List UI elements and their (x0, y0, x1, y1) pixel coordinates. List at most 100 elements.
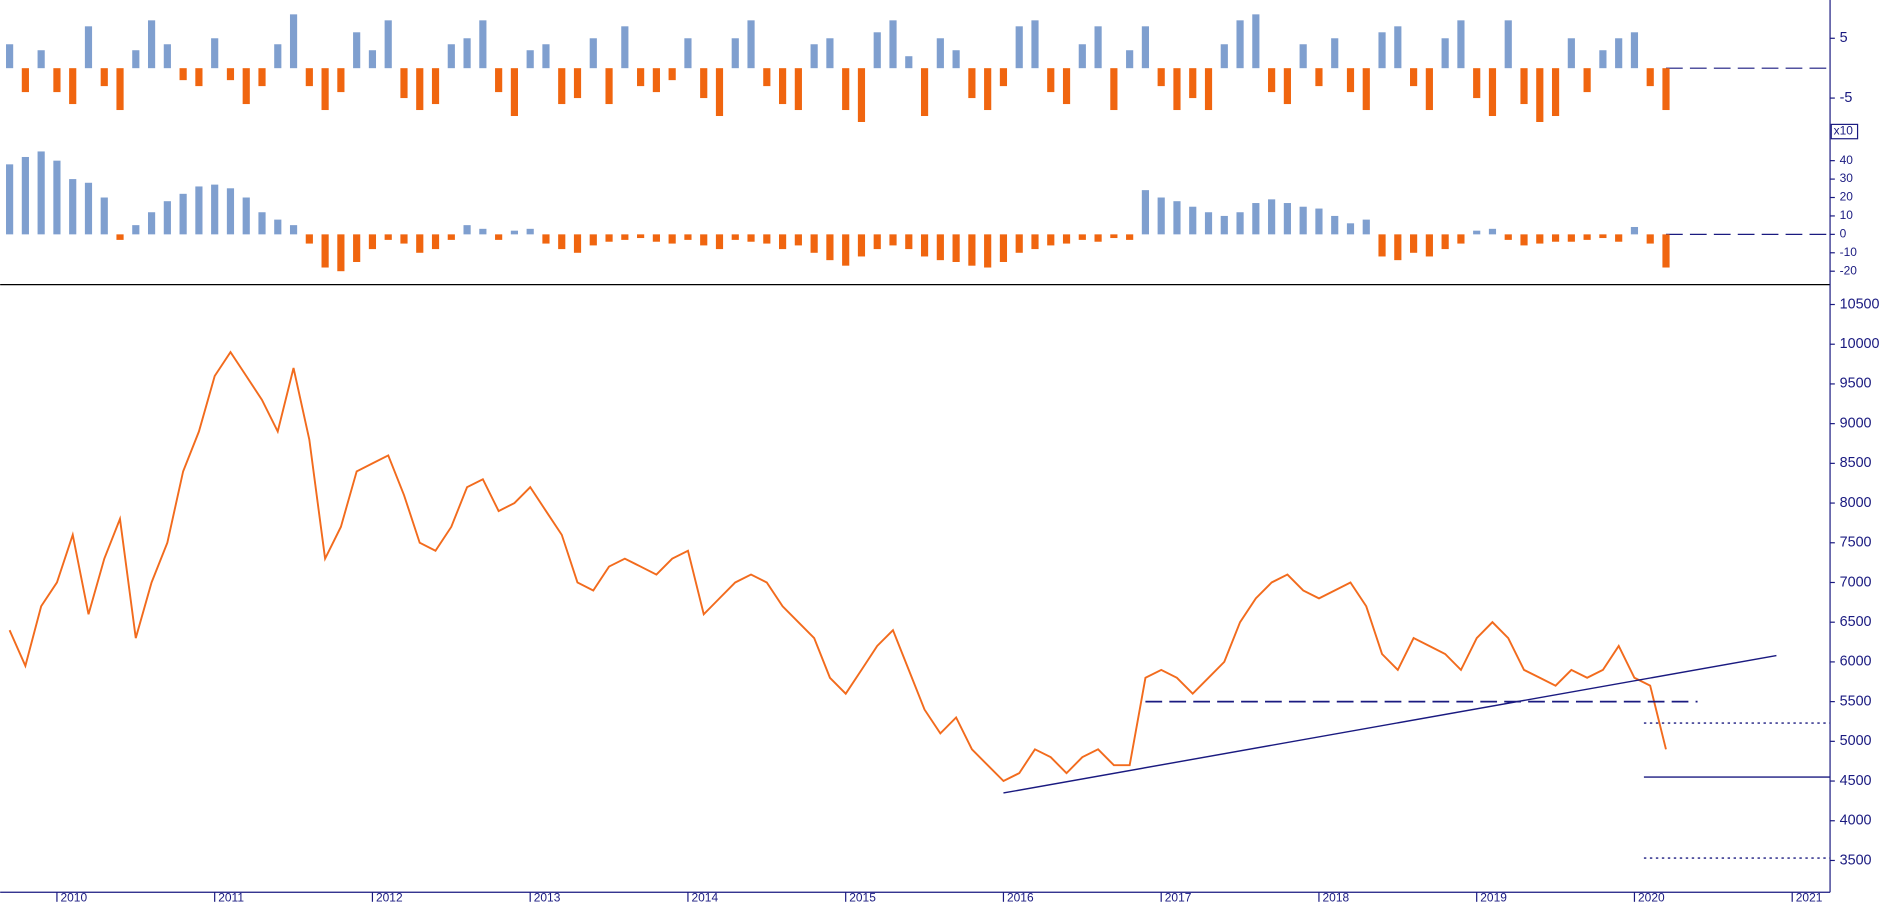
bar (1031, 234, 1039, 250)
bar (1094, 234, 1102, 242)
y-tick-label: 40 (1840, 153, 1854, 167)
bar (353, 32, 361, 69)
bar (321, 234, 329, 268)
bar (21, 156, 29, 235)
bar (1599, 50, 1607, 69)
x-tick-label: 2019 (1480, 890, 1507, 903)
bar (1410, 234, 1418, 253)
bar (621, 26, 629, 69)
y-tick-label: 3500 (1840, 852, 1872, 868)
y-tick-label: 6500 (1840, 614, 1872, 630)
bar (873, 32, 881, 69)
bar (589, 234, 597, 246)
bar (1331, 215, 1339, 235)
y-tick-label: -10 (1840, 245, 1858, 259)
bar (1299, 44, 1307, 69)
bar (1189, 68, 1197, 99)
bar (1504, 20, 1512, 69)
y-tick-label: 20 (1840, 190, 1854, 204)
bar (1536, 234, 1544, 244)
bar (69, 179, 77, 235)
bar (1157, 197, 1165, 235)
bar (984, 68, 992, 111)
bar (573, 68, 582, 99)
bar (1173, 201, 1181, 235)
bar (1078, 234, 1086, 240)
y-tick-label: 5500 (1840, 693, 1872, 709)
x-tick-label: 2016 (1007, 890, 1034, 903)
bar (1504, 234, 1512, 240)
bar (242, 197, 250, 235)
x-tick-label: 2010 (61, 890, 88, 903)
y-tick-label: 9500 (1840, 376, 1872, 392)
bar (999, 234, 1008, 262)
multiplier-label: x10 (1834, 124, 1854, 138)
y-tick-label: 10500 (1840, 296, 1880, 312)
bar (1062, 68, 1071, 105)
bar (573, 234, 582, 253)
bar (431, 68, 440, 105)
bar (1204, 212, 1213, 235)
bar (431, 234, 440, 250)
bar (1220, 215, 1228, 235)
y-tick-label: -20 (1840, 263, 1858, 277)
bar (1126, 50, 1134, 69)
bar (1236, 212, 1244, 235)
y-tick-label: 4000 (1840, 813, 1872, 829)
x-tick-label: 2013 (534, 890, 561, 903)
bar (1331, 38, 1339, 69)
bar (1615, 38, 1623, 69)
x-tick-label: 2018 (1323, 890, 1350, 903)
bar (1110, 234, 1118, 239)
bar (810, 234, 818, 253)
bar (1662, 68, 1670, 111)
bar (1315, 208, 1323, 235)
bar (952, 234, 960, 262)
bar (1488, 68, 1497, 117)
bar (1583, 234, 1591, 240)
y-tick-label: 30 (1840, 171, 1854, 185)
bar (1110, 68, 1118, 111)
bar (936, 38, 944, 69)
bar (132, 50, 140, 69)
bar (842, 234, 850, 266)
x-tick-label: 2021 (1796, 890, 1823, 903)
bar (1062, 234, 1071, 244)
bar (1394, 234, 1402, 261)
bar (1473, 230, 1481, 235)
bar (526, 228, 534, 235)
bar (510, 68, 518, 117)
bar (163, 44, 171, 69)
bar (936, 234, 944, 261)
x-tick-label: 2014 (692, 890, 719, 903)
y-tick-label: 5000 (1840, 733, 1872, 749)
bar (211, 184, 219, 235)
bar (321, 68, 329, 111)
bar (495, 234, 503, 240)
bar (1441, 38, 1449, 69)
bar (857, 68, 866, 122)
bar (589, 38, 597, 69)
bar (621, 234, 629, 240)
bar (400, 234, 408, 244)
bar (1047, 68, 1055, 93)
bar (510, 230, 518, 235)
bar (715, 234, 724, 250)
bar (132, 225, 140, 235)
bar (463, 38, 471, 69)
bar (116, 68, 124, 111)
y-tick-label: 7500 (1840, 535, 1872, 551)
bar (763, 234, 771, 244)
bar (1283, 203, 1291, 235)
bar (1410, 68, 1418, 87)
bar (368, 50, 377, 69)
bar (37, 50, 45, 69)
y-tick-label: 9000 (1840, 415, 1872, 431)
bar (416, 68, 424, 111)
bar (479, 228, 487, 235)
x-tick-label: 2011 (218, 890, 244, 903)
bar (668, 68, 676, 81)
bar (242, 68, 250, 105)
price-line (8, 350, 1667, 783)
y-tick-label: 4500 (1840, 773, 1872, 789)
